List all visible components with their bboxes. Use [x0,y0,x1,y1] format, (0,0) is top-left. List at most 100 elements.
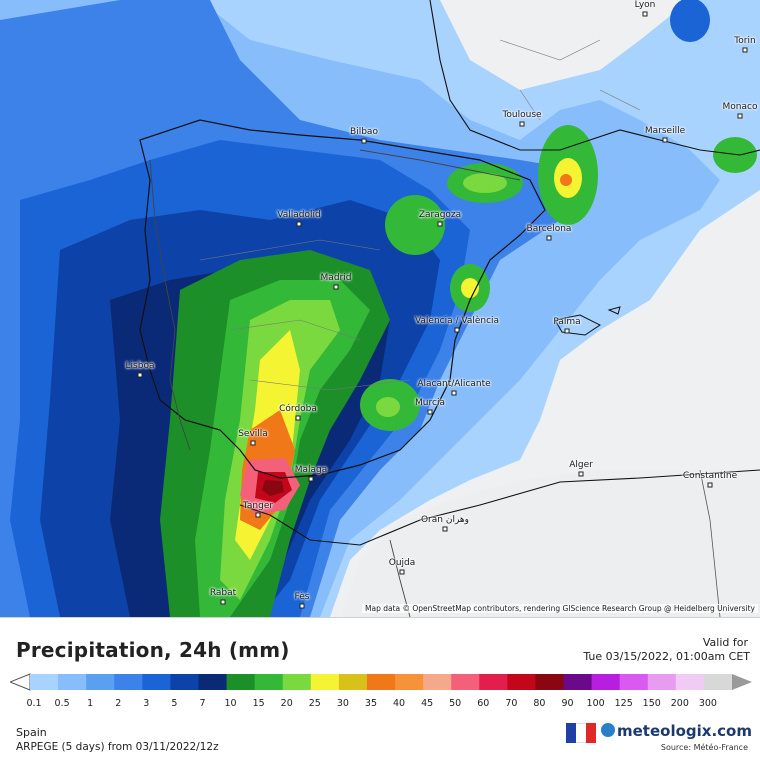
city-label: Constantine [682,471,738,481]
city-marker [250,440,256,446]
scale-tick-label: 5 [171,698,178,709]
scale-swatch [30,674,59,690]
scale-swatch [58,674,87,690]
scale-tick-label: 50 [449,698,462,709]
scale-tick-label: 0.1 [26,698,42,709]
scale-tick-label: 2 [115,698,122,709]
scale-swatch [535,674,565,690]
scale-swatch [226,674,256,690]
valid-label: Valid for [702,636,748,649]
scale-swatch [619,674,649,690]
model-info: ARPEGE (5 days) from 03/11/2022/12z [16,741,219,753]
city-label: Palma [553,317,581,327]
scale-tick-label: 10 [224,698,237,709]
france-flag-icon [566,723,596,743]
valid-time: Tue 03/15/2022, 01:00am CET [583,650,750,663]
scale-swatch [198,674,228,690]
city-label: Oujda [388,558,416,568]
city-label: Zaragoza [418,210,462,220]
region-label: Spain [16,726,47,739]
city-marker [399,569,405,575]
city-marker [427,409,433,415]
city-label: Monaco [722,102,758,112]
scale-tick-label: 7 [199,698,206,709]
scale-tick-label: 45 [421,698,434,709]
scale-tick-label: 200 [670,698,689,709]
city-label: Alacant/Alicante [417,379,491,389]
city-marker [546,235,552,241]
city-marker [662,137,668,143]
scale-tick-label: 60 [477,698,490,709]
city-label: Lisboa [125,361,155,371]
scale-swatch [310,674,340,690]
city-label: Oran وهران [420,515,470,525]
scale-swatch [479,674,508,690]
city-marker [442,526,448,532]
scale-swatch [142,674,171,690]
city-label: Tanger [242,501,274,511]
city-marker [737,113,743,119]
chart-title: Precipitation, 24h (mm) [16,638,290,662]
globe-icon [601,723,615,737]
city-label: Córdoba [279,404,317,414]
color-scale-bar [10,673,752,691]
city-marker [578,471,584,477]
scale-tick-label: 15 [252,698,265,709]
scale-tick-label: 3 [143,698,150,709]
scale-tick-label: 80 [533,698,546,709]
city-marker [296,221,302,227]
scale-swatch [86,674,115,690]
city-marker [451,390,457,396]
scale-swatch [703,674,733,690]
scale-swatch [647,674,677,690]
scale-tick-label: 100 [586,698,605,709]
city-label: Alger [569,460,593,470]
city-marker [220,599,226,605]
scale-swatch [423,674,452,690]
scale-swatch [114,674,143,690]
map-attribution: Map data © OpenStreetMap contributors, r… [362,604,758,613]
scale-swatch [366,674,396,690]
city-label: Lyon [634,0,656,10]
city-label: Valencia / València [414,316,500,326]
scale-swatch [254,674,284,690]
scale-tick-label: 70 [505,698,518,709]
scale-swatch [282,674,312,690]
scale-tick-label: 30 [336,698,349,709]
scale-tick-label: 125 [614,698,633,709]
city-marker [255,512,261,518]
city-label: Torin [734,36,756,46]
scale-tick-label: 25 [308,698,321,709]
city-marker [137,372,143,378]
city-marker [564,328,570,334]
city-label: Valladolid [277,210,321,220]
scale-tick-label: 0.5 [54,698,70,709]
city-label: Sevilla [238,429,268,439]
brand-name: meteologix.com [617,722,752,740]
city-marker [519,121,525,127]
scale-swatch [451,674,480,690]
city-label: Rabat [209,588,237,598]
brand-logo[interactable]: meteologix.com [601,722,752,740]
scale-swatch [170,674,199,690]
scale-low-arrow [10,673,31,691]
city-marker [642,11,648,17]
scale-swatch [507,674,536,690]
map-layer [0,0,760,617]
precipitation-map[interactable]: Lyon Torin Toulouse Marseille Monaco Bilbao Va… [0,0,760,617]
city-marker [742,47,748,53]
city-marker [437,221,443,227]
scale-swatch [338,674,368,690]
city-label: Marseille [644,126,686,136]
city-label: Madrid [320,273,352,283]
city-marker [308,476,314,482]
city-label: Bilbao [350,127,378,137]
source-note: Source: Météo-France [660,743,748,752]
scale-tick-label: 150 [642,698,661,709]
city-label: Barcelona [526,224,572,234]
city-marker [333,284,339,290]
scale-tick-label: 35 [364,698,377,709]
scale-high-arrow [732,674,752,690]
scale-swatch [591,674,621,690]
scale-tick-label: 40 [392,698,406,709]
